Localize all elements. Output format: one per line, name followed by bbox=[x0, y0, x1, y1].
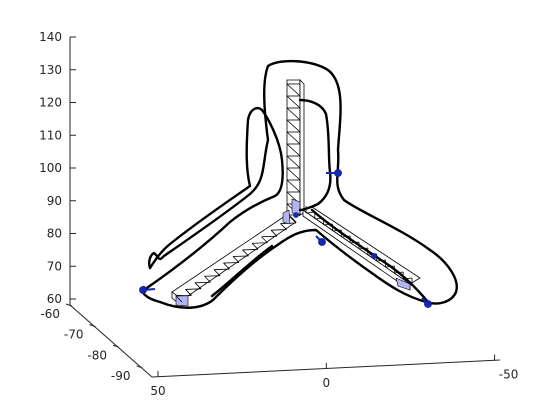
left-arm-rung bbox=[213, 269, 221, 276]
left-arm-rung bbox=[223, 262, 230, 270]
x-tick-label: 50 bbox=[150, 384, 165, 398]
left-arm-brace bbox=[175, 295, 192, 297]
left-arm-rung bbox=[280, 223, 287, 230]
left-arm-wireframe bbox=[175, 216, 297, 303]
y-tick-label: -60 bbox=[40, 307, 60, 321]
left-arm-rung bbox=[289, 216, 297, 224]
x-ticks: 50 0 -50 bbox=[150, 354, 519, 398]
sample-marker bbox=[334, 169, 342, 177]
left-arm-rung bbox=[232, 256, 240, 263]
z-tick-label: 110 bbox=[39, 128, 62, 142]
sample-marker bbox=[318, 238, 326, 246]
axes: 60 70 80 90 100 110 120 130 140 -90 -80-70 -60 50 0… bbox=[39, 30, 518, 398]
trajectory bbox=[141, 59, 458, 309]
trajectory-inner-loop bbox=[142, 106, 284, 292]
left-arm-rung bbox=[194, 282, 202, 290]
left-arm-rung bbox=[204, 275, 211, 283]
z-tick-label: 130 bbox=[39, 63, 62, 77]
sample-marker bbox=[370, 252, 377, 259]
sample-marker bbox=[293, 212, 299, 218]
junction-face-right bbox=[291, 198, 301, 215]
y-tick-mark bbox=[89, 324, 96, 328]
column-brace bbox=[286, 167, 301, 181]
z-tick-label: 140 bbox=[39, 30, 62, 44]
column-brace bbox=[286, 119, 301, 133]
column-brace bbox=[286, 95, 301, 109]
column-brace bbox=[286, 155, 301, 169]
left-arm-brace bbox=[213, 268, 230, 271]
y-tick-label: -70 bbox=[64, 328, 84, 342]
left-arm-brace bbox=[261, 235, 278, 238]
trajectory-right-inner bbox=[310, 208, 430, 304]
z-tick-label: 60 bbox=[47, 292, 62, 306]
left-arm-brace bbox=[270, 229, 287, 231]
junction-face-left bbox=[282, 209, 291, 225]
column-brace bbox=[286, 107, 301, 121]
left-arm-end-face bbox=[175, 294, 189, 307]
column-brace bbox=[286, 179, 301, 193]
column-brace bbox=[286, 83, 301, 97]
trajectory-left-inner bbox=[210, 244, 274, 298]
z-tick-label: 120 bbox=[39, 96, 62, 110]
y-tick-label: -90 bbox=[111, 369, 131, 383]
z-tick-label: 90 bbox=[47, 194, 62, 208]
left-arm-brace bbox=[251, 242, 268, 244]
left-arm-rung bbox=[251, 243, 259, 250]
left-arm-brace bbox=[185, 288, 202, 290]
left-arm-brace bbox=[232, 255, 249, 257]
y-tick-mark bbox=[65, 303, 73, 307]
left-arm-rung bbox=[261, 236, 268, 244]
left-arm-rung bbox=[242, 249, 249, 257]
trajectory-outer-loop bbox=[141, 59, 458, 309]
y-tick-label: -80 bbox=[87, 348, 107, 362]
z-tick-label: 80 bbox=[47, 227, 62, 241]
left-arm-brace bbox=[194, 281, 211, 284]
column-wireframe bbox=[286, 83, 301, 217]
left-arm-brace bbox=[242, 248, 259, 251]
tripod-mesh bbox=[171, 79, 421, 307]
left-arm-rung bbox=[270, 229, 278, 237]
trajectory-column-loop bbox=[298, 98, 332, 212]
left-arm-rung bbox=[175, 295, 183, 303]
y-ticks: -90 -80-70 -60 bbox=[40, 303, 143, 383]
left-arm-brace bbox=[223, 262, 240, 264]
column-brace bbox=[286, 131, 301, 145]
column-brace bbox=[286, 143, 301, 157]
z-ticks: 60 70 80 90 100 110 120 130 140 bbox=[39, 30, 76, 306]
right-arm-end-face bbox=[395, 277, 411, 291]
y-axis-line bbox=[69, 304, 153, 378]
x-tick-label: -50 bbox=[499, 368, 519, 382]
column-front bbox=[286, 79, 301, 216]
left-arm-brace bbox=[204, 275, 221, 277]
sample-markers bbox=[139, 169, 432, 308]
sample-marker bbox=[139, 286, 147, 294]
z-tick-label: 70 bbox=[47, 259, 62, 273]
right-arm-front bbox=[302, 209, 411, 291]
left-arm-rung bbox=[185, 289, 192, 296]
y-tick-mark bbox=[112, 344, 120, 348]
z-tick-label: 100 bbox=[39, 161, 62, 175]
y-tick-mark bbox=[136, 365, 143, 369]
x-tick-label: 0 bbox=[322, 376, 330, 390]
sample-marker bbox=[424, 300, 432, 308]
